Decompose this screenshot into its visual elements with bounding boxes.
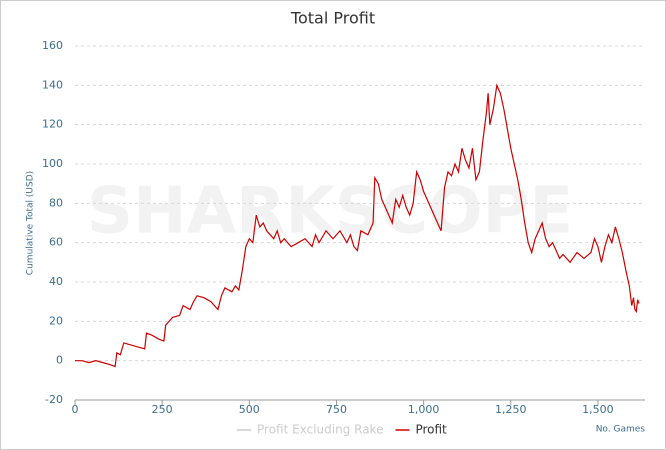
y-tick-label: 100 [42,157,63,170]
y-tick-label: 120 [42,118,63,131]
y-tick-label: -20 [45,393,63,406]
x-tick-label: 1,500 [582,403,614,416]
y-axis-label: Cumulative Total (USD) [26,171,36,275]
x-tick-label: 0 [72,403,79,416]
x-tick-label: 750 [326,403,347,416]
watermark: SHARKSCOPE [87,175,573,249]
legend-label: Profit [415,423,447,437]
x-tick-label: 1,250 [495,403,527,416]
y-tick-label: 40 [49,275,63,288]
x-tick-label: 500 [239,403,260,416]
y-tick-label: 160 [42,39,63,52]
x-axis-label: No. Games [596,425,646,435]
y-tick-label: 80 [49,196,63,209]
data-line [75,83,640,368]
x-tick-label: 250 [152,403,173,416]
y-tick-label: 60 [49,236,63,249]
legend-label: Profit Excluding Rake [257,423,383,437]
chart-title: Total Profit [290,9,375,28]
y-tick-label: 140 [42,78,63,91]
y-tick-label: 20 [49,314,63,327]
x-tick-label: 1,000 [408,403,440,416]
y-tick-label: 0 [56,354,63,367]
